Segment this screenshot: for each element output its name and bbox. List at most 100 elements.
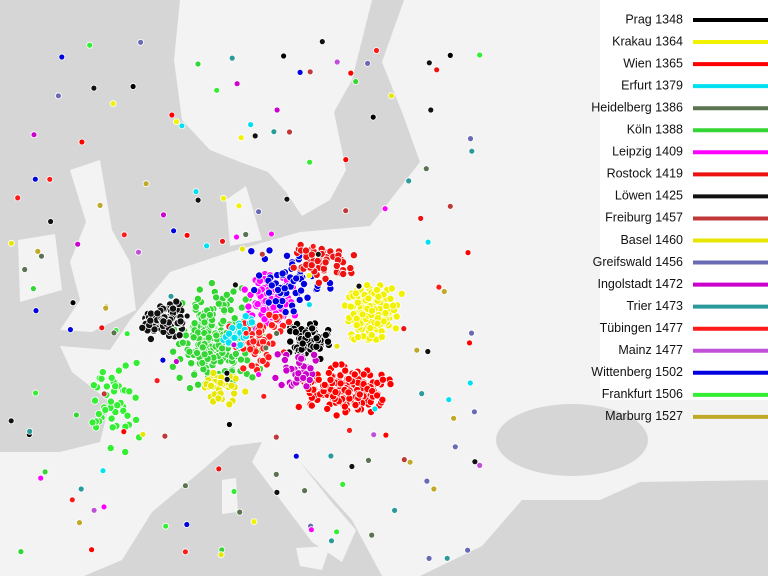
dot <box>273 106 281 114</box>
dot <box>226 305 235 314</box>
legend-background <box>600 0 768 400</box>
dot <box>352 78 360 85</box>
dot <box>58 53 66 61</box>
legend-label: Trier 1473 <box>626 299 683 313</box>
dot <box>308 324 317 333</box>
dot <box>139 430 147 438</box>
dot <box>306 364 315 373</box>
dot <box>352 321 361 330</box>
dot <box>242 231 250 238</box>
dot <box>110 329 118 337</box>
dot <box>120 428 128 436</box>
dot <box>98 324 106 332</box>
dot <box>17 548 25 555</box>
dot <box>323 404 332 413</box>
dot <box>340 402 349 411</box>
dot <box>230 333 239 342</box>
dot <box>198 343 207 352</box>
dot <box>246 345 255 354</box>
dot <box>101 405 110 414</box>
legend-label: Prag 1348 <box>625 12 683 26</box>
dot <box>7 239 15 247</box>
dot <box>230 488 238 495</box>
dot <box>267 321 276 330</box>
dot <box>67 326 74 334</box>
dot <box>267 281 276 290</box>
dot <box>248 373 257 382</box>
dot <box>299 373 308 382</box>
dot <box>153 309 162 318</box>
dot <box>247 121 255 128</box>
dot <box>272 470 280 478</box>
dot <box>342 207 350 215</box>
dot <box>100 503 108 511</box>
dot <box>227 381 236 390</box>
dot <box>359 370 368 379</box>
sicily <box>296 546 330 570</box>
dot <box>264 288 273 297</box>
dot <box>387 284 396 293</box>
dot <box>280 355 289 364</box>
dot <box>190 319 199 328</box>
dot <box>108 423 117 432</box>
dot <box>369 113 377 121</box>
legend-label: Greifswald 1456 <box>593 255 683 269</box>
dot <box>344 374 353 383</box>
dot <box>247 361 256 370</box>
dot <box>68 496 76 504</box>
dot <box>159 317 168 326</box>
dot <box>168 327 177 336</box>
dot <box>37 474 45 482</box>
dot <box>86 41 94 49</box>
dot <box>347 69 355 77</box>
dot <box>282 366 291 375</box>
dot <box>278 269 287 278</box>
dot <box>342 156 350 164</box>
dot <box>373 47 380 54</box>
dot <box>307 526 315 534</box>
dot <box>400 456 408 464</box>
dot <box>365 456 372 464</box>
dot <box>374 292 383 301</box>
dot <box>464 249 472 257</box>
dot <box>265 332 274 341</box>
dot <box>250 518 258 525</box>
dot <box>244 302 253 311</box>
dot <box>47 218 54 225</box>
dot <box>34 247 42 255</box>
dot <box>259 305 268 314</box>
dot <box>91 396 100 405</box>
dot <box>146 316 155 325</box>
dot <box>74 240 82 248</box>
dot <box>90 84 98 92</box>
dot <box>102 304 110 312</box>
dot <box>413 346 421 354</box>
dot <box>258 356 267 365</box>
dot <box>435 283 443 291</box>
dot <box>314 250 322 258</box>
dot <box>321 330 330 339</box>
dot <box>310 350 319 359</box>
dot <box>193 294 202 303</box>
dot <box>98 368 107 377</box>
dot <box>430 485 438 493</box>
dot <box>237 303 246 312</box>
dot <box>7 417 15 425</box>
dot <box>445 396 453 404</box>
dot <box>273 488 281 496</box>
dot <box>153 377 161 385</box>
dot <box>476 51 484 59</box>
dot <box>353 298 362 307</box>
dot <box>344 388 353 397</box>
dot <box>307 401 316 410</box>
dot <box>271 312 280 321</box>
dot <box>327 452 335 460</box>
dot <box>377 332 386 341</box>
dot <box>138 323 147 332</box>
dot <box>333 528 341 536</box>
dot <box>305 272 313 279</box>
dot <box>349 251 358 260</box>
dot <box>129 83 137 90</box>
dot <box>297 354 306 363</box>
dot <box>192 348 201 357</box>
